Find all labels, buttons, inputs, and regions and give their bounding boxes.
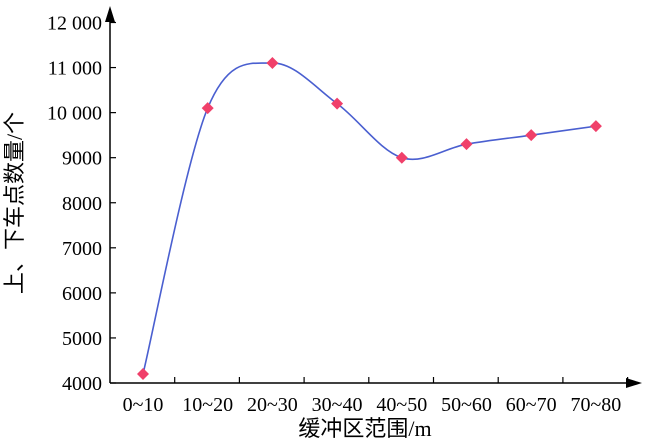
x-tick-label: 50~60 [441, 394, 492, 416]
y-ticks: 4000 5000 6000 7000 8000 9000 10 000 11 000 12 0… [47, 13, 116, 395]
x-tick-label: 40~50 [376, 394, 427, 416]
data-point-marker [589, 120, 602, 133]
data-point-marker [395, 151, 408, 164]
x-tick-label: 60~70 [506, 394, 557, 416]
y-tick-label: 9000 [62, 148, 102, 170]
y-tick-label: 12 000 [47, 13, 102, 35]
y-tick-label: 5000 [62, 328, 102, 350]
x-tick-label: 30~40 [312, 394, 363, 416]
data-point-marker [525, 129, 538, 142]
x-tick-label: 0~10 [123, 394, 164, 416]
x-ticks: 0~10 10~20 20~30 30~40 40~50 50~60 60~70 70~80 [123, 377, 629, 416]
data-point-marker [201, 102, 214, 115]
x-axis-title: 缓冲区范围/m [298, 416, 431, 441]
y-tick-label: 6000 [62, 283, 102, 305]
data-point-marker [137, 367, 149, 380]
y-axis-arrow [105, 6, 115, 22]
data-point-marker [331, 97, 344, 110]
y-axis-title: 上、下车点数量/个 [2, 112, 27, 294]
x-axis-arrow [626, 378, 642, 388]
y-tick-label: 10 000 [47, 103, 102, 125]
y-tick-label: 4000 [62, 373, 102, 395]
data-point-marker [460, 138, 473, 151]
y-tick-label: 7000 [62, 238, 102, 260]
y-tick-label: 8000 [62, 193, 102, 215]
y-tick-label: 11 000 [48, 58, 102, 80]
x-tick-label: 70~80 [570, 394, 621, 416]
data-point-marker [266, 57, 279, 70]
chart-axes [105, 6, 642, 388]
x-tick-label: 20~30 [247, 394, 298, 416]
x-tick-label: 10~20 [182, 394, 233, 416]
markers-group [137, 57, 602, 380]
